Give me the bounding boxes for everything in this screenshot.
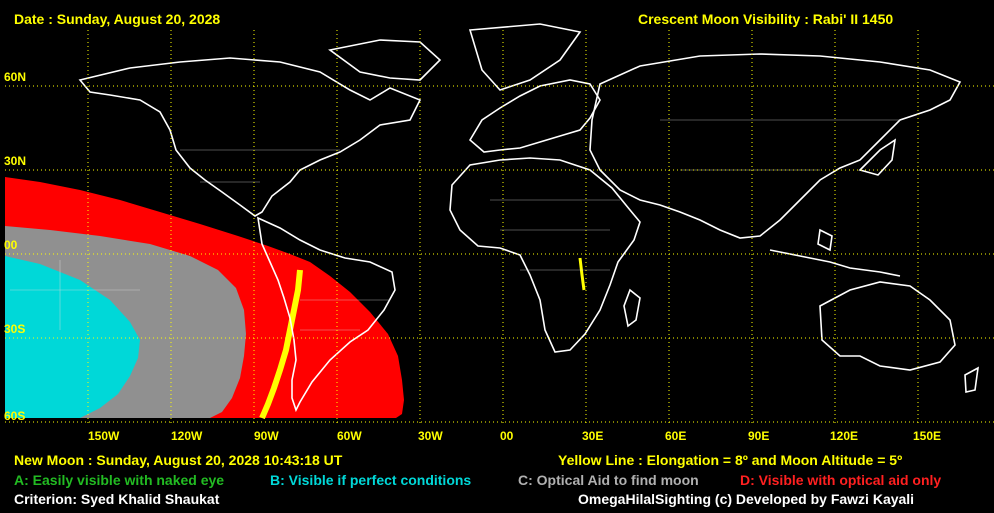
lon-label-60w: 60W [337,429,362,443]
lon-label-60e: 60E [665,429,687,443]
credit-label: OmegaHilalSighting (c) Developed by Fawz… [578,491,915,507]
zone-b-perfect-conditions [5,256,140,418]
graticule [5,30,994,425]
coastlines [78,23,980,413]
lon-label-150w: 150W [88,429,120,443]
lon-label-120e: 120E [830,429,859,443]
legend-a: A: Easily visible with naked eye [14,472,225,488]
country-borders [10,119,900,331]
lon-label-120w: 120W [171,429,203,443]
lon-label-30w: 30W [418,429,443,443]
legend-c: C: Optical Aid to find moon [518,472,699,488]
new-moon-label: New Moon : Sunday, August 20, 2028 10:43… [14,452,343,468]
lon-label-90e: 90E [748,429,770,443]
lat-label-30n: 30N [4,154,27,168]
lon-label-150e: 150E [913,429,942,443]
lon-label-30e: 30E [582,429,604,443]
lon-label-00: 00 [500,429,514,443]
lat-label-60s: 60S [4,409,26,423]
lat-label-00: 00 [4,238,18,252]
elongation-altitude-line [259,269,303,420]
chart-title: Crescent Moon Visibility : Rabi' II 1450 [638,11,894,27]
date-label: Date : Sunday, August 20, 2028 [14,11,221,27]
legend-d: D: Visible with optical aid only [740,472,942,488]
criterion-label: Criterion: Syed Khalid Shaukat [14,491,220,507]
lat-label-60n: 60N [4,70,27,84]
yellow-line-label: Yellow Line : Elongation = 8º and Moon A… [558,452,903,468]
lat-label-30s: 30S [4,322,26,336]
legend-b: B: Visible if perfect conditions [270,472,472,488]
lon-label-90w: 90W [254,429,279,443]
